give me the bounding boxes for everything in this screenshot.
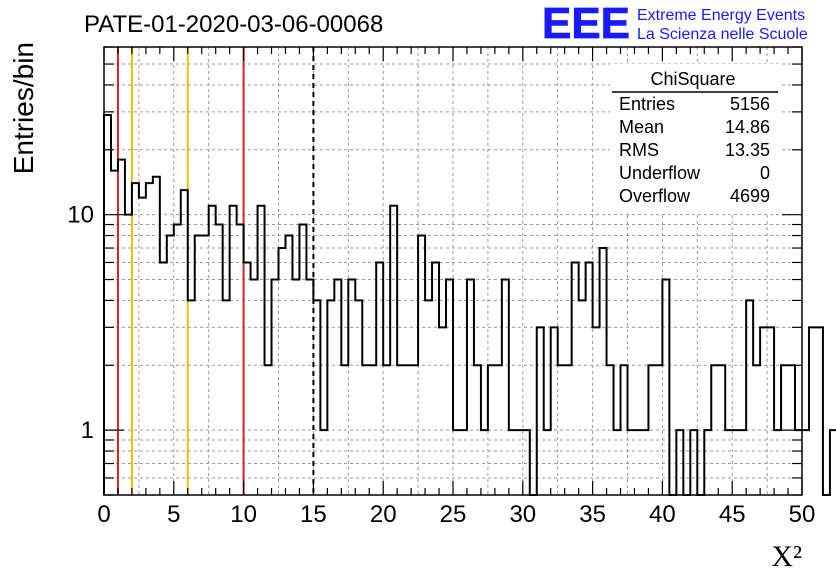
x-tick-label: 35 [579,501,606,528]
eee-logo: EEE Extreme Energy Events La Scienza nel… [542,0,808,48]
x-tick-label: 10 [230,501,257,528]
stats-box: ChiSquare Entries 5156 Mean 14.86 RMS 13… [610,64,782,212]
y-tick-label: 1 [81,417,94,444]
stats-value-mean: 14.86 [725,117,770,137]
x-tick-label: 15 [300,501,327,528]
logo-mark: EEE [542,0,630,48]
stats-title: ChiSquare [650,69,735,89]
stats-value-entries: 5156 [730,94,770,114]
stats-label-mean: Mean [619,117,664,137]
stats-label-underflow: Underflow [619,163,701,183]
x-tick-label: 25 [440,501,467,528]
x-tick-labels: 0 5 10 15 20 25 30 35 40 45 50 [97,501,815,528]
threshold-lines [116,47,315,495]
chart-title: PATE-01-2020-03-06-00068 [84,11,383,38]
x-tick-label: 50 [789,501,816,528]
x-tick-label: 40 [649,501,676,528]
stats-label-overflow: Overflow [619,186,691,206]
x-tick-label: 30 [509,501,536,528]
stats-value-underflow: 0 [760,163,770,183]
x-tick-label: 0 [97,501,110,528]
logo-line-2: La Scienza nelle Scuole [637,26,808,43]
x-tick-label: 45 [719,501,746,528]
y-tick-label: 10 [67,202,94,229]
y-tick-labels: 1 10 [67,202,94,444]
stats-value-overflow: 4699 [730,186,770,206]
y-axis-label: Entries/bin [8,42,39,174]
x-tick-label: 20 [370,501,397,528]
stats-label-rms: RMS [619,140,659,160]
logo-line-1: Extreme Energy Events [637,7,805,24]
stats-value-rms: 13.35 [725,140,770,160]
x-tick-label: 5 [167,501,180,528]
axis-ticks [103,46,803,496]
stats-label-entries: Entries [619,94,675,114]
x-axis-label: X² [771,540,802,572]
